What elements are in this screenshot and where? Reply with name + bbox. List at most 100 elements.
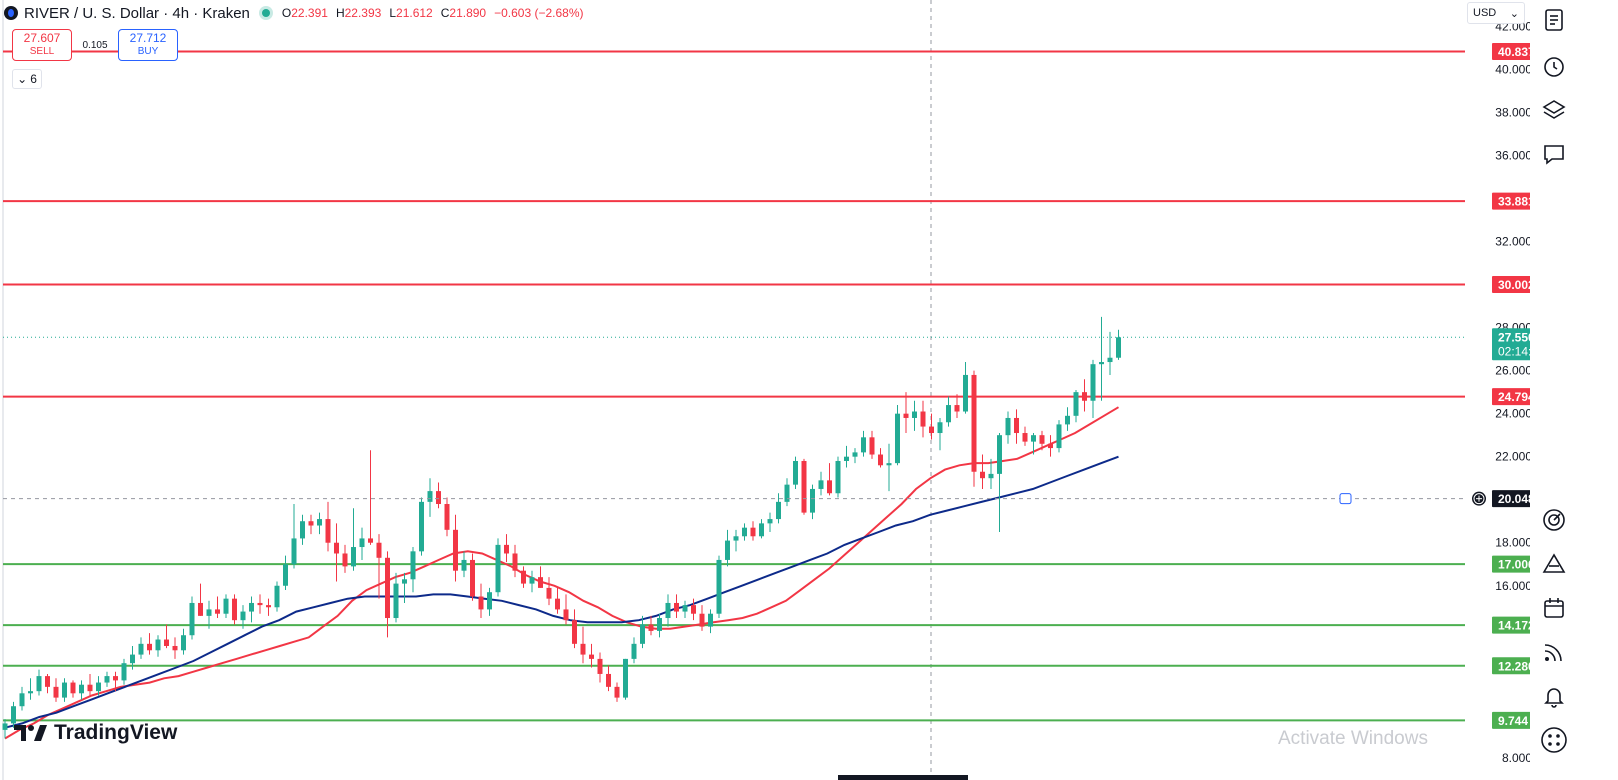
candle-body [87, 684, 93, 692]
level-label-0-bg [1492, 42, 1542, 60]
object-tree-icon[interactable] [1540, 6, 1568, 34]
brand-name: TradingView [54, 721, 178, 744]
candle-body [937, 422, 943, 434]
candle-body [266, 605, 271, 608]
buy-label: BUY [137, 46, 159, 57]
chat-icon[interactable] [1540, 140, 1568, 168]
level-label-0: 40.837 [1498, 45, 1535, 59]
candle-body [155, 639, 161, 651]
layers-icon[interactable] [1540, 96, 1568, 124]
indicators-collapse-button[interactable]: ⌄ 6 [12, 69, 42, 89]
buy-button[interactable]: 27.712 BUY [118, 29, 178, 61]
calendar-icon[interactable] [1540, 594, 1568, 622]
candle-body [1048, 443, 1053, 449]
candle-body [818, 480, 824, 489]
candle-body [886, 463, 892, 466]
hotlist-icon[interactable] [1540, 506, 1568, 534]
candle-body [402, 579, 407, 584]
candle-body [716, 559, 722, 614]
level-label-1: 33.881 [1498, 195, 1535, 209]
candle-body [810, 488, 815, 513]
candle-body [249, 602, 254, 612]
candle-body [878, 454, 883, 466]
sell-button[interactable]: 27.607 SELL [12, 29, 72, 61]
candle-body [801, 460, 807, 513]
candle-body [580, 643, 586, 655]
candle-body [861, 437, 866, 453]
candle-body [776, 501, 781, 520]
candle-body [971, 374, 977, 472]
broadcast-icon[interactable] [1540, 638, 1568, 666]
level-label-2: 30.002 [1498, 278, 1535, 292]
ohlc-open-key: O [281, 6, 292, 20]
candle-body [1090, 364, 1096, 401]
ideas-icon[interactable] [1540, 550, 1568, 578]
price-tick-4: 32.000 [1495, 235, 1532, 249]
candle-body [470, 559, 475, 597]
apps-grid-icon[interactable] [1540, 726, 1568, 754]
candle-body [1056, 424, 1062, 449]
candle-body [920, 411, 926, 427]
candle-body [1107, 357, 1113, 363]
candle-body [79, 684, 84, 694]
candle-body [232, 598, 237, 621]
sell-price: 27.607 [23, 31, 61, 45]
level-label-3-bg [1492, 388, 1542, 406]
candle-body [929, 426, 934, 434]
candle-body [308, 521, 314, 526]
candle-body [181, 635, 186, 651]
level-label-7: 9.744 [1498, 714, 1528, 728]
candle-body [1082, 392, 1087, 401]
add-alert-icon-ring [1473, 493, 1485, 505]
crosshair-price-label-bg [1492, 490, 1542, 508]
tradingview-logo[interactable]: TradingView [14, 721, 177, 745]
candle-body [223, 598, 229, 614]
candle-body [614, 686, 620, 698]
ohlc-values: O22.391 H22.393 L21.612 C21.890 −0.603 (… [282, 6, 584, 20]
candle-body [538, 577, 543, 588]
currency-select[interactable]: USD ⌄ [1467, 2, 1525, 24]
candle-body [342, 553, 348, 567]
candle-body [317, 519, 322, 526]
symbol-header: RIVER / U. S. Dollar · 4h · Kraken O22.3… [4, 2, 584, 24]
bell-icon[interactable] [1540, 682, 1568, 710]
candle-body [36, 676, 42, 692]
candle-body [325, 519, 331, 543]
current-price-label: 27.550 [1498, 330, 1535, 344]
market-open-icon [261, 9, 270, 17]
candle-body [597, 658, 603, 674]
candle-body [742, 527, 747, 537]
candle-body [665, 602, 671, 619]
candle-body [606, 673, 611, 687]
symbol-title[interactable]: RIVER / U. S. Dollar · 4h · Kraken [24, 4, 250, 22]
level-label-1-bg [1492, 192, 1542, 210]
buy-price: 27.712 [129, 31, 167, 45]
price-tick-10: 16.000 [1495, 579, 1532, 593]
candle-body [1099, 362, 1104, 365]
candle-body [130, 654, 135, 664]
right-toolbar [1530, 0, 1618, 780]
candle-body [529, 577, 535, 584]
level-label-5: 14.172 [1498, 619, 1535, 633]
level-label-4-bg [1492, 555, 1542, 573]
candle-body [138, 643, 144, 655]
candle-body [1005, 417, 1011, 436]
chevron-down-icon: ⌄ [1509, 7, 1519, 20]
ohlc-low-value: 21.612 [396, 6, 433, 20]
alarm-clock-icon[interactable] [1540, 52, 1568, 80]
candle-body [657, 618, 662, 631]
candle-body [954, 405, 960, 412]
candle-body [733, 536, 739, 541]
candle-body [546, 587, 552, 599]
candle-body [1073, 392, 1079, 416]
candle-body [189, 602, 195, 636]
candle-body [895, 413, 900, 464]
crosshair [3, 491, 1486, 506]
candle-body [699, 613, 705, 627]
candle-body [53, 686, 59, 698]
candle-body [1022, 433, 1028, 442]
candles [2, 316, 1121, 739]
crosshair-anchor-handle[interactable] [1339, 493, 1352, 505]
candle-body [912, 411, 917, 418]
